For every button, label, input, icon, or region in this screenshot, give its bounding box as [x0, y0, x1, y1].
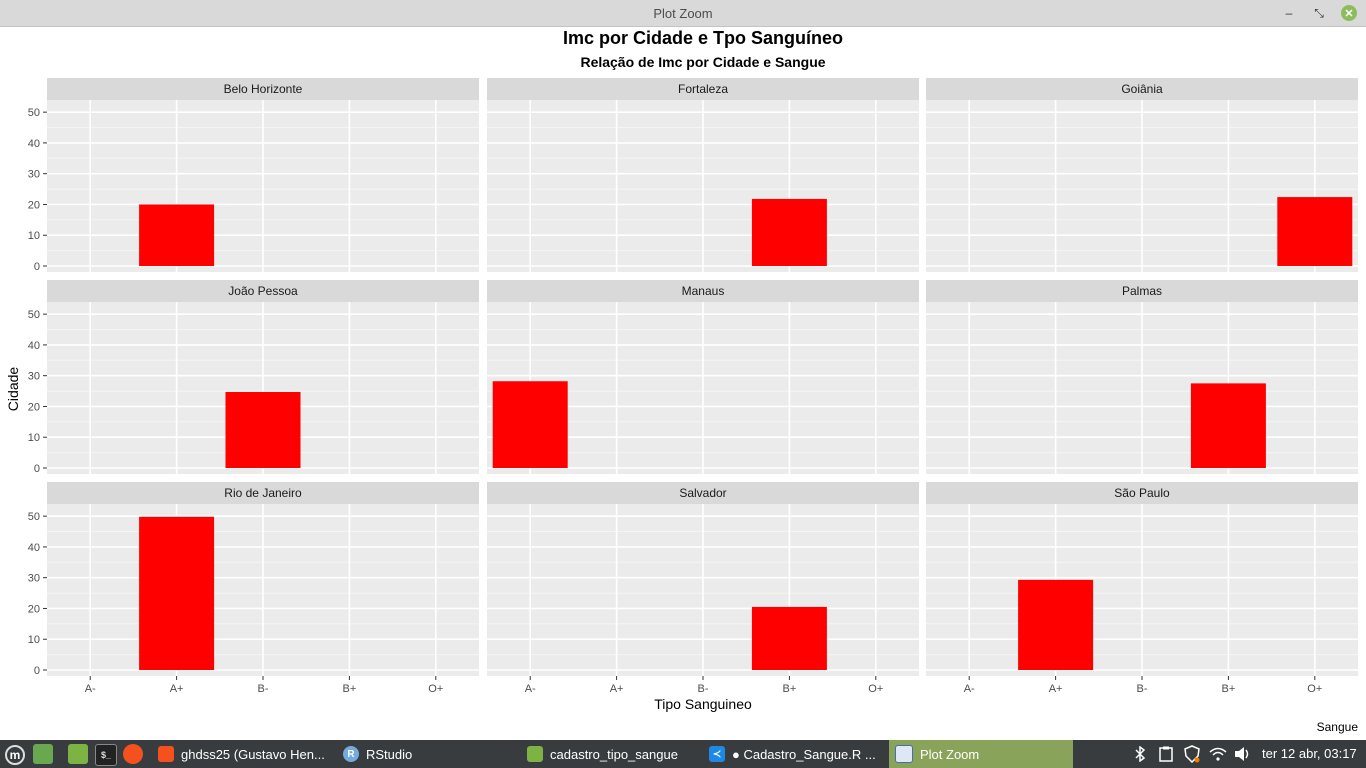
task-files[interactable]: cadastro_tipo_sangue — [527, 740, 702, 768]
y-tick-label: 20 — [28, 199, 40, 211]
close-button[interactable]: ✕ — [1341, 5, 1357, 21]
y-tick-label: 30 — [28, 371, 40, 383]
data-bar — [1277, 197, 1353, 266]
x-tick-label: O+ — [428, 683, 443, 695]
folder-icon — [527, 746, 543, 762]
facet-label: João Pessoa — [228, 284, 298, 298]
menu-icon[interactable]: m — [5, 745, 25, 765]
files-icon[interactable] — [68, 744, 88, 764]
chart-title: Imc por Cidade e Tpo Sanguíneo — [563, 28, 843, 48]
firefox-icon — [158, 746, 174, 762]
data-bar — [139, 516, 215, 670]
data-bar — [139, 204, 215, 266]
y-axis-label: Cidade — [5, 367, 21, 412]
task-label: ghdss25 (Gustavo Hen... — [181, 746, 325, 762]
x-axis-label: Tipo Sanguineo — [654, 696, 752, 712]
clipboard-icon[interactable] — [1156, 744, 1176, 764]
facet-label: Fortaleza — [678, 82, 728, 96]
x-tick-label: A- — [964, 683, 975, 695]
data-bar — [492, 381, 568, 468]
x-tick-label: A+ — [610, 683, 624, 695]
task-label: Plot Zoom — [920, 746, 980, 762]
terminal-icon[interactable]: $_ — [95, 744, 117, 766]
facet-grid: Belo Horizonte 0 10 20 30 40 50 Fortaleza Goiâni… — [28, 78, 1358, 695]
facet-strip — [487, 280, 919, 302]
data-bar — [1190, 383, 1266, 468]
facet-strip — [926, 482, 1358, 504]
x-tick-label: O+ — [1307, 683, 1322, 695]
data-bar — [751, 198, 827, 266]
chart-caption: Sangue — [1317, 720, 1359, 734]
x-tick-label: A+ — [170, 683, 184, 695]
facet-strip — [47, 78, 479, 100]
facet-label: Rio de Janeiro — [224, 486, 302, 500]
data-bar — [225, 392, 301, 468]
task-label: RStudio — [366, 746, 413, 762]
x-tick-label: B+ — [1222, 683, 1236, 695]
window-titlebar[interactable]: Plot Zoom – ⤡ ✕ — [0, 0, 1366, 27]
firefox-launcher-icon[interactable] — [123, 744, 143, 764]
facet-strip — [47, 482, 479, 504]
y-tick-label: 50 — [28, 511, 40, 523]
task-label: cadastro_tipo_sangue — [550, 746, 678, 762]
rstudio-icon: R — [343, 746, 359, 762]
clock[interactable]: ter 12 abr, 03:17 — [1262, 746, 1357, 761]
wifi-icon[interactable] — [1208, 744, 1228, 764]
y-tick-label: 20 — [28, 603, 40, 615]
y-tick-label: 20 — [28, 401, 40, 413]
facet-strip — [926, 78, 1358, 100]
task-rstudio[interactable]: R RStudio — [343, 740, 513, 768]
y-tick-label: 0 — [34, 261, 40, 273]
facet-label: Palmas — [1122, 284, 1162, 298]
y-tick-label: 30 — [28, 573, 40, 585]
facet-strip — [47, 280, 479, 302]
y-tick-label: 0 — [34, 665, 40, 677]
task-label: ● Cadastro_Sangue.R ... — [732, 746, 876, 762]
x-tick-label: B- — [1137, 683, 1148, 695]
plot-canvas: Imc por Cidade e Tpo Sanguíneo Relação d… — [5, 28, 1359, 734]
facet-label: São Paulo — [1114, 486, 1170, 500]
y-tick-label: 50 — [28, 309, 40, 321]
x-tick-label: A- — [85, 683, 96, 695]
maximize-button[interactable]: ⤡ — [1314, 5, 1324, 20]
task-firefox[interactable]: ghdss25 (Gustavo Hen... — [158, 740, 338, 768]
y-tick-label: 40 — [28, 138, 40, 150]
x-tick-label: B+ — [783, 683, 797, 695]
y-tick-label: 10 — [28, 432, 40, 444]
facet-strip — [926, 280, 1358, 302]
x-tick-label: B+ — [343, 683, 357, 695]
taskbar: m $_ ghdss25 (Gustavo Hen... R RStudio c… — [0, 740, 1366, 768]
x-tick-label: A- — [525, 683, 536, 695]
show-desktop-icon[interactable] — [33, 744, 53, 764]
x-tick-label: A+ — [1049, 683, 1063, 695]
y-tick-label: 10 — [28, 230, 40, 242]
y-tick-label: 0 — [34, 463, 40, 475]
x-tick-label: O+ — [868, 683, 883, 695]
chart-subtitle: Relação de Imc por Cidade e Sangue — [580, 54, 825, 70]
facet-label: Goiânia — [1121, 82, 1163, 96]
facet-label: Belo Horizonte — [224, 82, 303, 96]
facet-label: Salvador — [679, 486, 726, 500]
volume-icon[interactable] — [1233, 744, 1253, 764]
y-tick-label: 30 — [28, 169, 40, 181]
data-bar — [1018, 579, 1094, 670]
task-plot-zoom[interactable]: Plot Zoom — [889, 740, 1073, 768]
facet-label: Manaus — [682, 284, 725, 298]
y-tick-label: 10 — [28, 634, 40, 646]
data-bar — [751, 606, 827, 670]
x-tick-label: B- — [258, 683, 269, 695]
x-tick-label: B- — [698, 683, 709, 695]
facet-strip — [487, 78, 919, 100]
facet-strip — [487, 482, 919, 504]
y-tick-label: 50 — [28, 107, 40, 119]
window-title: Plot Zoom — [653, 6, 713, 21]
task-vscode[interactable]: ≺ ● Cadastro_Sangue.R ... — [709, 740, 887, 768]
y-tick-label: 40 — [28, 542, 40, 554]
minimize-button[interactable]: – — [1285, 6, 1293, 20]
window-icon — [895, 745, 913, 763]
y-tick-label: 40 — [28, 340, 40, 352]
bluetooth-icon[interactable] — [1130, 744, 1150, 764]
shield-icon[interactable] — [1182, 744, 1202, 764]
vscode-icon: ≺ — [709, 746, 725, 762]
